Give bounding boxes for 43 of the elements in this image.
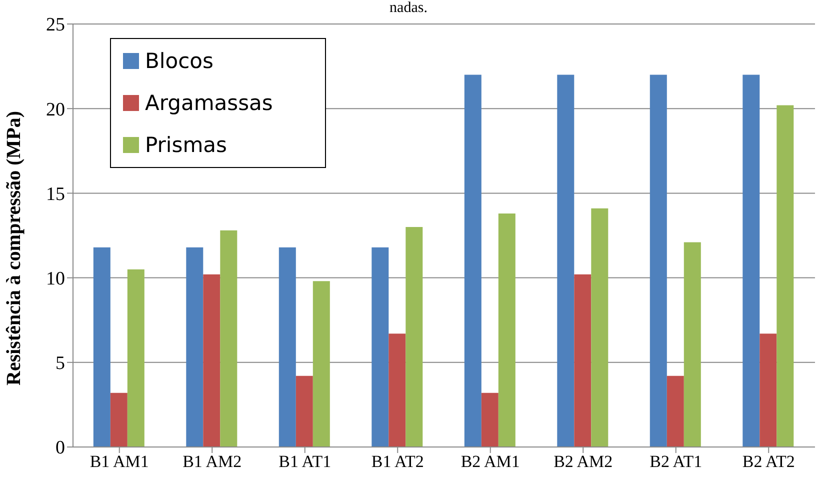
bar: [203, 274, 220, 447]
bar: [110, 392, 128, 447]
bar: [684, 242, 701, 447]
bar: [464, 74, 482, 447]
bar: [186, 247, 204, 447]
bar: [372, 247, 389, 447]
x-tick-label: B1 AM1: [90, 452, 149, 472]
bar: [296, 376, 313, 447]
bar: [312, 281, 330, 447]
bar: [591, 208, 608, 447]
bar: [760, 334, 777, 447]
y-tick-label: 25: [46, 14, 65, 36]
y-tick-label: 20: [46, 99, 65, 120]
bar: [406, 227, 423, 447]
y-tick-label: 0: [56, 438, 65, 459]
bar: [388, 334, 406, 447]
bar: [481, 392, 498, 447]
bar: [776, 105, 794, 447]
bar: [127, 269, 144, 447]
bar: [557, 74, 574, 447]
bar: [666, 376, 684, 447]
y-tick-label: 10: [46, 268, 65, 290]
legend-label: Blocos: [145, 49, 214, 73]
legend-label: Prismas: [145, 133, 227, 157]
x-tick-label: B2 AM2: [554, 452, 613, 472]
x-tick-label: B1 AM2: [182, 452, 242, 472]
bar: [93, 247, 110, 447]
x-tick-label: B1 AT2: [371, 452, 424, 472]
bar: [650, 74, 667, 447]
bar: [742, 74, 760, 447]
text: nadas.: [390, 0, 428, 16]
y-tick-label: 5: [56, 353, 65, 374]
x-tick-label: B2 AT1: [650, 452, 702, 472]
legend-label: Argamassas: [145, 91, 273, 115]
y-tick-label: 15: [46, 184, 65, 205]
bar: [574, 274, 592, 447]
bar: [220, 230, 238, 447]
x-tick-label: B2 AT2: [742, 452, 795, 472]
bar: [498, 214, 516, 447]
x-tick-label: B1 AT1: [278, 452, 332, 472]
x-tick-label: B2 AM1: [460, 452, 520, 472]
y-axis-title: Resistência à compressão (MPa): [3, 110, 26, 386]
bar: [278, 247, 296, 447]
